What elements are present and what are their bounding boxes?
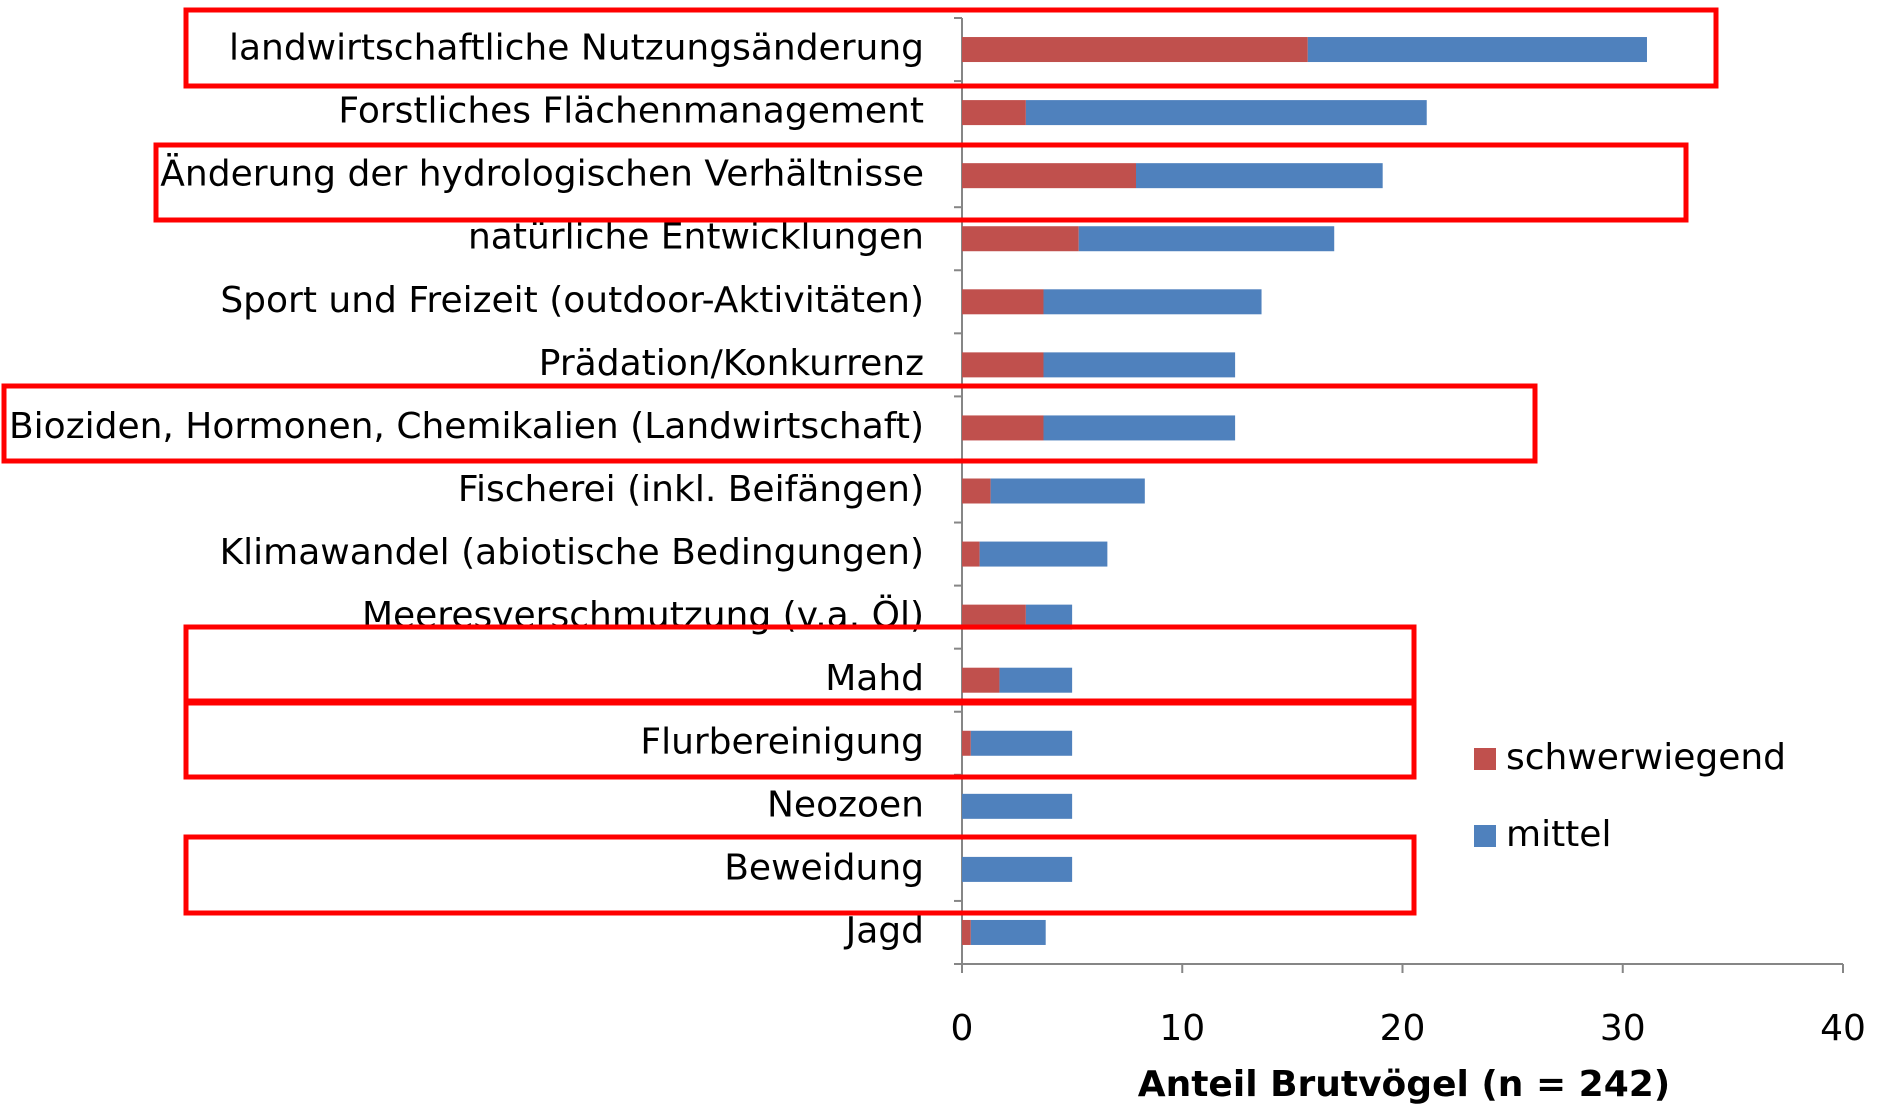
bar-segment [970, 919, 1046, 945]
bar-segment [962, 856, 1073, 882]
bar-segment [962, 163, 1136, 189]
x-axis-title: Anteil Brutvögel (n = 242) [1138, 1064, 1671, 1105]
y-tick-label: Änderung der hydrologischen Verhältnisse [160, 153, 924, 195]
bar-segment [1043, 415, 1236, 441]
highlight-box [153, 142, 1689, 223]
bar-segment [1135, 163, 1383, 189]
legend-swatch [1474, 825, 1496, 847]
bar-segment [962, 415, 1044, 441]
highlight-box [1, 383, 1538, 464]
bar-segment [962, 541, 980, 567]
legend-swatch [1474, 748, 1496, 770]
bar-segment [962, 478, 991, 504]
x-tick-label: 10 [1159, 1008, 1205, 1049]
y-tick-label: Flurbereinigung [640, 721, 924, 762]
bar-segment [1078, 226, 1335, 252]
highlight-box [183, 624, 1417, 704]
bar-segment [962, 352, 1044, 378]
bar-segment [962, 919, 971, 945]
y-tick-label: Fischerei (inkl. Beifängen) [458, 469, 924, 510]
y-tick-label: Meeresverschmutzung (v.a. Öl) [362, 594, 924, 636]
bar-segment [962, 793, 1073, 819]
bar-segment [1043, 352, 1236, 378]
y-tick-label: landwirtschaftliche Nutzungsänderung [229, 28, 924, 69]
y-tick-label: Jagd [844, 910, 924, 951]
x-tick-label: 40 [1820, 1008, 1866, 1049]
bar-segment [979, 541, 1108, 567]
highlight-box [183, 700, 1417, 780]
bar-segment [1043, 289, 1262, 315]
legend-label: mittel [1506, 814, 1611, 855]
bar-segment [1307, 37, 1647, 63]
legend-label: schwerwiegend [1506, 737, 1786, 778]
y-tick-label: Prädation/Konkurrenz [539, 343, 924, 384]
highlight-box [183, 834, 1417, 916]
y-tick-label: Forstliches Flächenmanagement [338, 91, 924, 132]
bar-segment [962, 667, 1000, 693]
bar-segment [990, 478, 1145, 504]
x-tick-label: 0 [951, 1008, 974, 1049]
bar-segment [970, 730, 1073, 756]
x-tick-label: 20 [1380, 1008, 1426, 1049]
x-tick-label: 30 [1600, 1008, 1646, 1049]
bar-segment [962, 37, 1308, 63]
y-tick-label: Beweidung [724, 847, 924, 888]
y-tick-label: natürliche Entwicklungen [468, 217, 924, 258]
bar-segment [962, 730, 971, 756]
bar-segment [962, 100, 1026, 126]
bar-segment [962, 226, 1079, 252]
bar-segment [1025, 100, 1427, 126]
bar-segment [962, 289, 1044, 315]
y-tick-label: Klimawandel (abiotische Bedingungen) [220, 532, 924, 573]
bar-segment [999, 667, 1073, 693]
highlights [1, 7, 1719, 916]
y-tick-label: Sport und Freizeit (outdoor-Aktivitäten) [220, 280, 924, 321]
highlight-box [183, 7, 1719, 89]
y-tick-label: Bioziden, Hormonen, Chemikalien (Landwir… [9, 406, 924, 447]
y-tick-label: Mahd [825, 658, 924, 699]
y-tick-label: Neozoen [767, 784, 924, 825]
